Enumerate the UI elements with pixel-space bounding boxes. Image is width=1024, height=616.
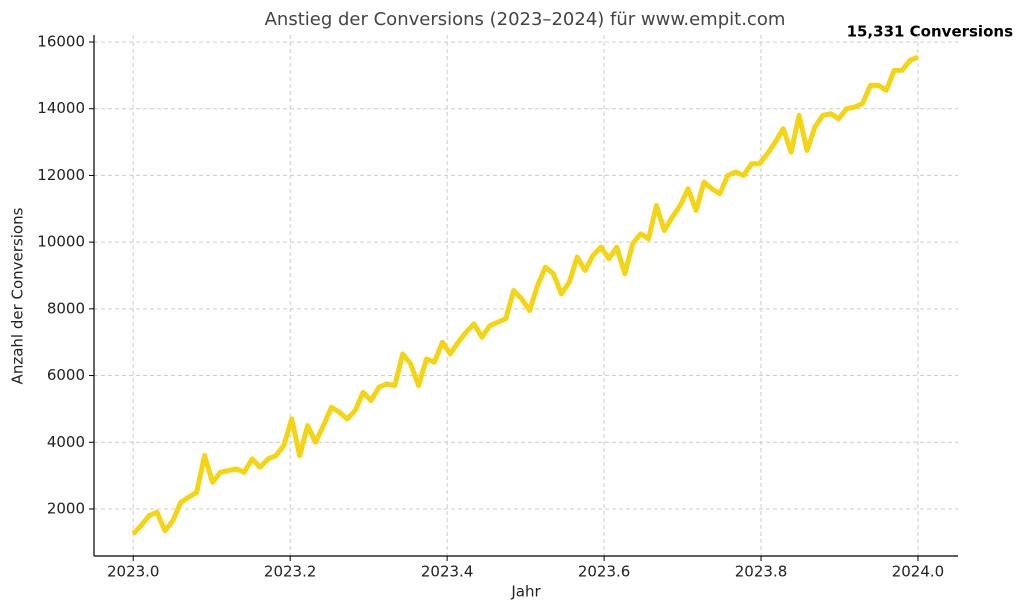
y-tick-label: 14000 [37, 99, 85, 117]
y-tick-label: 10000 [37, 233, 85, 251]
y-axis-label: Anzahl der Conversions [9, 207, 27, 384]
x-tick-label: 2023.8 [735, 563, 788, 581]
x-tick-label: 2023.2 [264, 563, 317, 581]
y-tick-label: 2000 [47, 499, 85, 517]
y-tick-label: 8000 [47, 299, 85, 317]
y-tick-label: 4000 [47, 433, 85, 451]
annotation: 15,331 Conversions [847, 23, 1014, 41]
x-tick-label: 2023.4 [421, 563, 474, 581]
data-line [131, 54, 919, 536]
x-tick-label: 2023.6 [578, 563, 631, 581]
y-tick-label: 16000 [37, 33, 85, 51]
y-tick-label: 6000 [47, 366, 85, 384]
x-tick-label: 2023.0 [107, 563, 160, 581]
x-tick-label: 2024.0 [892, 563, 945, 581]
y-tick-label: 12000 [37, 166, 85, 184]
chart-title: Anstieg der Conversions (2023–2024) für … [265, 9, 786, 30]
x-axis-label: Jahr [510, 583, 541, 601]
